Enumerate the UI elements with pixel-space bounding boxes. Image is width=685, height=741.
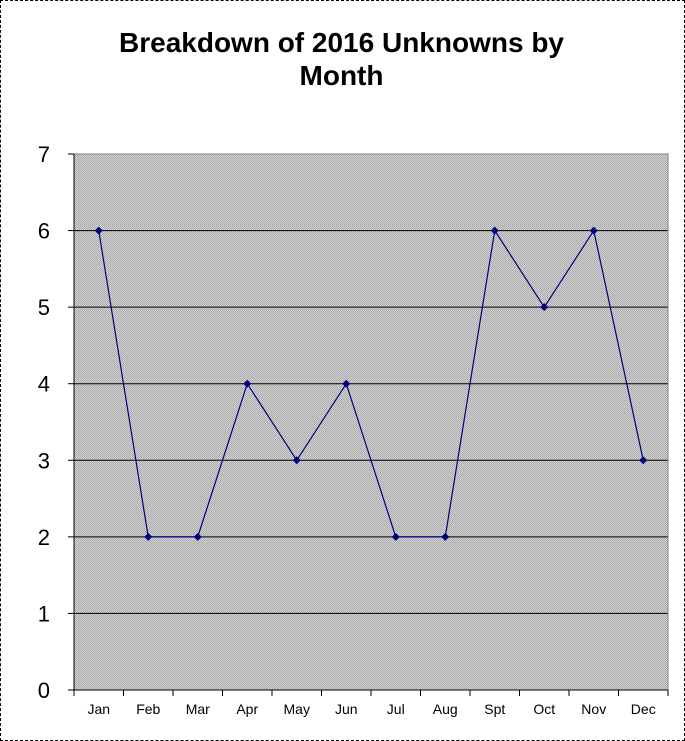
plot-area <box>74 154 668 690</box>
y-tick-label: 5 <box>38 295 50 320</box>
x-tick-label: Jun <box>335 701 358 717</box>
x-tick-label: Feb <box>136 701 160 717</box>
y-tick-label: 7 <box>38 142 50 167</box>
x-tick-label: Nov <box>581 701 606 717</box>
x-tick-label: Oct <box>533 701 555 717</box>
data-point-spt <box>490 226 499 235</box>
chart-title-line-2: Month <box>299 60 384 91</box>
y-tick-label: 0 <box>38 678 50 703</box>
y-tick-label: 3 <box>38 448 50 473</box>
data-point-jun <box>342 379 351 388</box>
x-tick-label: Aug <box>433 701 458 717</box>
x-tick-label: Mar <box>186 701 210 717</box>
data-point-oct <box>540 303 549 312</box>
x-tick-label: Spt <box>484 701 505 717</box>
data-point-jul <box>391 532 400 541</box>
chart-title-line-1: Breakdown of 2016 Unknowns by <box>119 27 564 58</box>
x-tick-label: Jan <box>87 701 110 717</box>
data-point-nov <box>589 226 598 235</box>
y-tick-label: 1 <box>38 601 50 626</box>
data-point-aug <box>441 532 450 541</box>
x-tick-label: Apr <box>236 701 258 717</box>
data-point-may <box>292 456 301 465</box>
data-point-mar <box>193 532 202 541</box>
chart-title: Breakdown of 2016 Unknowns by Month <box>0 26 683 92</box>
y-tick-label: 6 <box>38 219 50 244</box>
series-line <box>98 228 644 538</box>
data-point-feb <box>144 532 153 541</box>
x-tick-label: Dec <box>631 701 656 717</box>
x-tick-label: Jul <box>387 701 405 717</box>
x-tick-label: May <box>284 701 310 717</box>
data-point-jan <box>94 226 103 235</box>
y-tick-label: 2 <box>38 525 50 550</box>
y-tick-label: 4 <box>38 372 50 397</box>
data-point-apr <box>243 379 252 388</box>
data-point-dec <box>639 456 648 465</box>
